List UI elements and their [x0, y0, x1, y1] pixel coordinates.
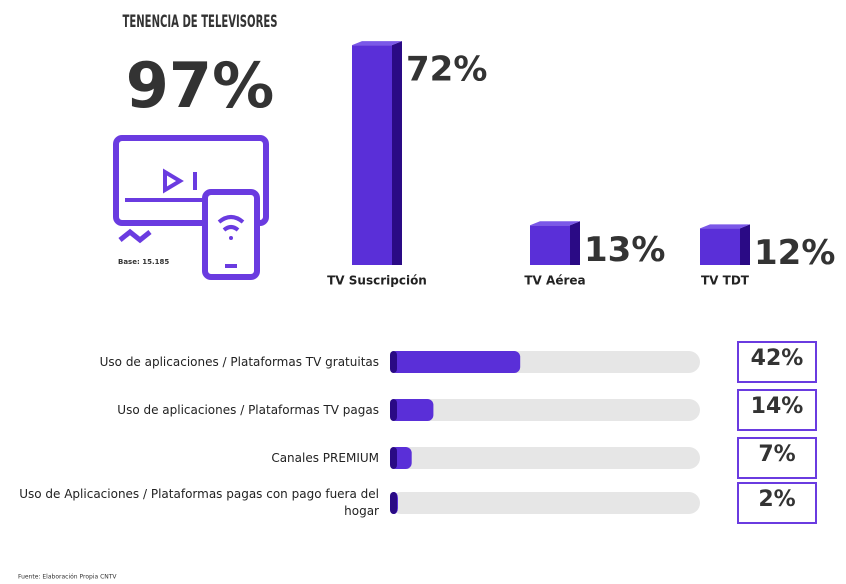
value-label: 14% — [751, 394, 804, 419]
total: 97% — [126, 49, 274, 122]
bar — [390, 399, 434, 421]
value-label: 13% — [584, 230, 665, 270]
label-box — [737, 482, 817, 524]
bar — [700, 228, 740, 265]
category-label: TV Suscripción — [327, 274, 427, 288]
source: Fuente: Elaboración Propia CNTV — [18, 574, 117, 581]
bar-cap — [390, 447, 397, 469]
bar-cap — [390, 492, 397, 514]
bar-side — [392, 41, 402, 265]
bar-cap — [390, 351, 397, 373]
bar — [352, 45, 392, 265]
base-note: Base: 15.185 — [118, 258, 169, 266]
track — [390, 492, 700, 514]
bar-top — [530, 221, 580, 226]
category-label: Uso de aplicaciones / Plataformas TV gra… — [99, 354, 379, 369]
value-label: 2% — [758, 487, 795, 512]
tv-icon — [113, 135, 269, 280]
bar-side — [570, 221, 580, 265]
track — [390, 447, 700, 469]
category-label: Uso de aplicaciones / Plataformas TV pag… — [117, 402, 379, 417]
bar — [530, 225, 570, 265]
bar — [390, 351, 521, 373]
value-label: 7% — [758, 442, 795, 467]
value-label: 42% — [751, 346, 804, 371]
label-box — [737, 437, 817, 479]
category-label: TV Aérea — [524, 274, 585, 288]
track — [390, 399, 700, 421]
value-label: 12% — [754, 233, 835, 273]
label-box — [737, 341, 817, 383]
value-label: 72% — [406, 50, 487, 90]
category-label: Uso de Aplicaciones / Plataformas pagas … — [19, 487, 379, 518]
category-label: Canales PREMIUM — [271, 450, 379, 465]
title: TENENCIA DE TELEVISORES — [123, 12, 278, 32]
bar-side — [740, 224, 750, 265]
bar-cap — [390, 399, 397, 421]
bar-top — [352, 41, 402, 46]
bar-top — [700, 224, 750, 229]
category-label: TV TDT — [701, 274, 750, 288]
label-box — [737, 389, 817, 431]
